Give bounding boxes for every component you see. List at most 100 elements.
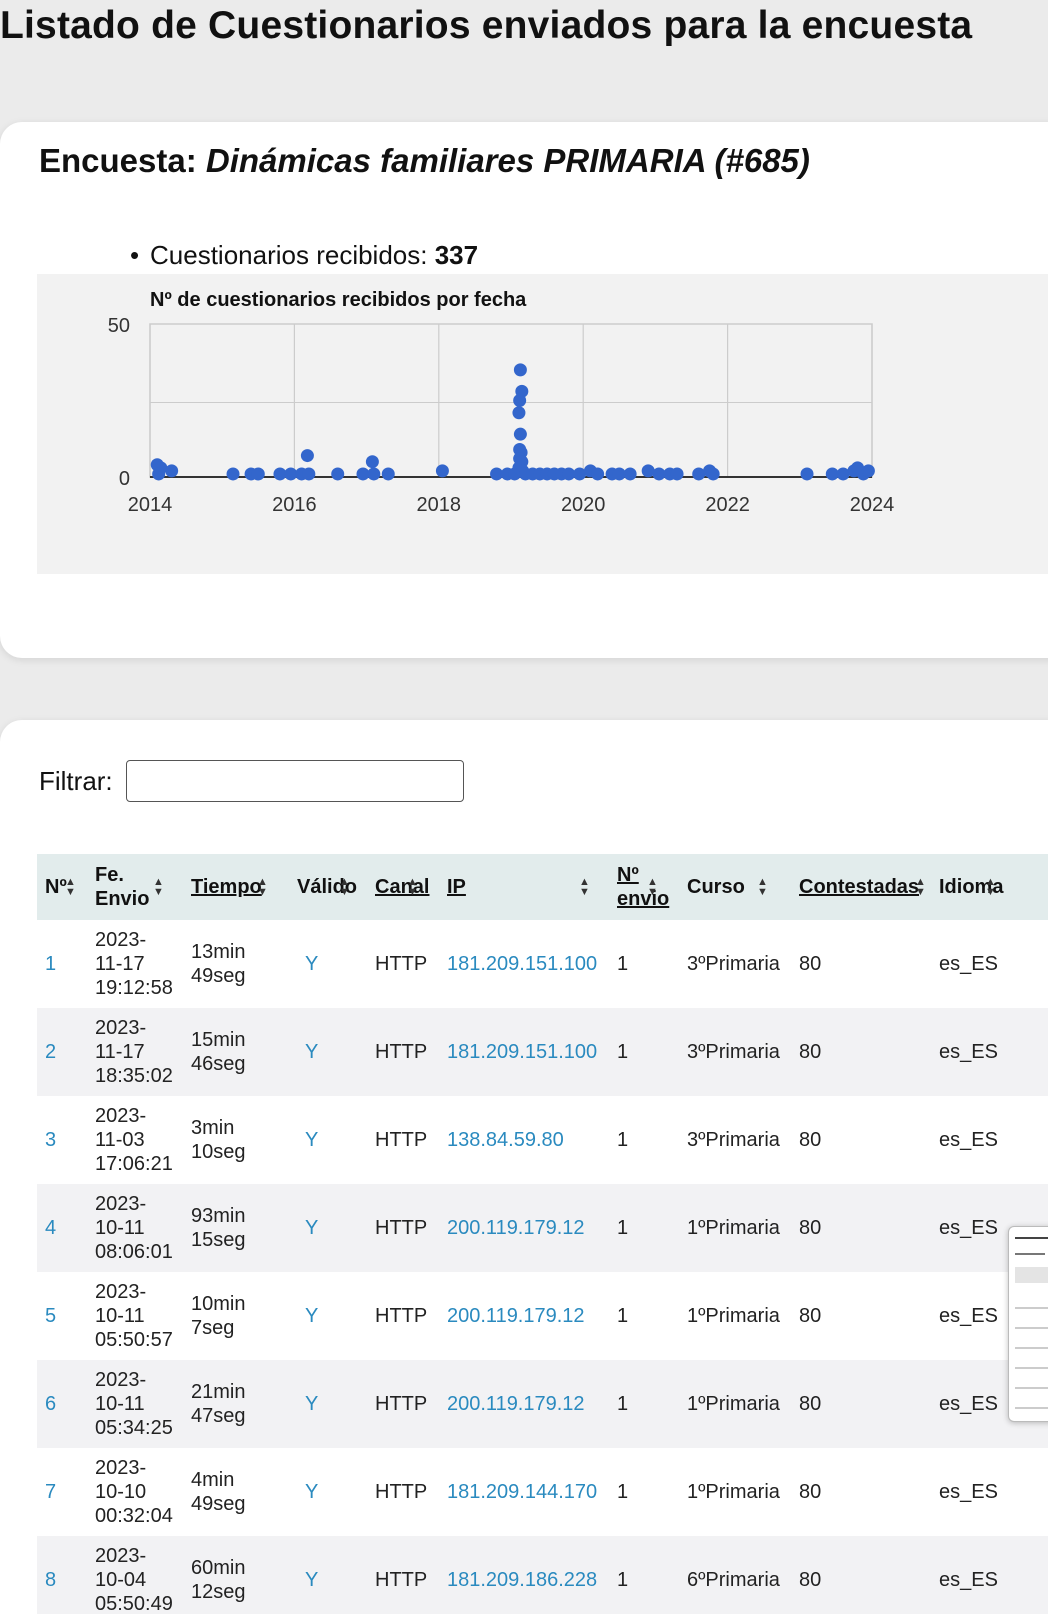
table-header-row: Nº ▲ ▼ Fe. Envio ▲ ▼ Tiempo ▲ ▼ Válido ▲ ▼ Canal ▲… [37, 854, 1048, 920]
cell-fecha-text: 11-03 [95, 1129, 145, 1151]
cell-tiempo-text: 15seg [191, 1229, 246, 1251]
cell-ip[interactable]: 200.119.179.12 [439, 1272, 609, 1360]
data-point [836, 467, 850, 481]
sort-icon[interactable]: ▲ ▼ [579, 876, 590, 898]
cell-num[interactable]: 1 [37, 920, 87, 1008]
cell-contestadas-text: 80 [799, 1217, 822, 1239]
cell-ip[interactable]: 138.84.59.80 [439, 1096, 609, 1184]
sort-icon[interactable]: ▲ ▼ [407, 876, 418, 898]
col-tiempo-label: Tiempo [191, 876, 262, 898]
table-row[interactable]: 5 2023- 10-11 05:50:57 10min 7seg Y HTTP 200.119… [37, 1272, 1048, 1360]
data-point [302, 467, 316, 481]
sort-icon[interactable]: ▲ ▼ [257, 876, 268, 898]
col-envio-header[interactable]: Nº envio ▲ ▼ [609, 854, 679, 920]
table-row[interactable]: 8 2023- 10-04 05:50:49 60min 12seg Y HTTP 181.20… [37, 1536, 1048, 1614]
cell-valido[interactable]: Y [289, 1448, 367, 1536]
cell-tiempo-text: 21min [191, 1381, 246, 1403]
cell-tiempo: 10min 7seg [183, 1272, 289, 1360]
cell-tiempo-text: 10min [191, 1293, 246, 1315]
col-fecha-header[interactable]: Fe. Envio ▲ ▼ [87, 854, 183, 920]
cell-contestadas-text: 80 [799, 953, 822, 975]
col-valido-header[interactable]: Válido ▲ ▼ [289, 854, 367, 920]
screenshot-thumbnail[interactable] [1008, 1226, 1048, 1422]
sort-icon[interactable]: ▲ ▼ [65, 876, 76, 898]
cell-valido[interactable]: Y [289, 1096, 367, 1184]
table-row[interactable]: 1 2023- 11-17 19:12:58 13min 49seg Y HTTP 181.20… [37, 920, 1048, 1008]
x-tick-label: 2016 [272, 494, 317, 516]
cell-fecha-text: 2023- [95, 1545, 147, 1567]
cell-canal: HTTP [367, 920, 439, 1008]
cell-valido-text: Y [305, 1129, 319, 1151]
col-num-header[interactable]: Nº ▲ ▼ [37, 854, 87, 920]
table-row[interactable]: 6 2023- 10-11 05:34:25 21min 47seg Y HTTP 200.11… [37, 1360, 1048, 1448]
data-point [800, 467, 814, 481]
table-row[interactable]: 2 2023- 11-17 18:35:02 15min 46seg Y HTTP 181.20… [37, 1008, 1048, 1096]
filter-input[interactable] [126, 760, 464, 802]
col-tiempo-header[interactable]: Tiempo ▲ ▼ [183, 854, 289, 920]
cell-valido[interactable]: Y [289, 1008, 367, 1096]
cell-contestadas: 80 [791, 1536, 931, 1614]
sort-icon[interactable]: ▲ ▼ [647, 876, 658, 898]
table-row[interactable]: 3 2023- 11-03 17:06:21 3min 10seg Y HTTP 138.84.… [37, 1096, 1048, 1184]
received-label: Cuestionarios recibidos: [150, 240, 435, 270]
cell-valido[interactable]: Y [289, 1360, 367, 1448]
cell-tiempo-text: 12seg [191, 1581, 246, 1603]
cell-ip[interactable]: 200.119.179.12 [439, 1184, 609, 1272]
col-envio-label-1: Nº [617, 864, 639, 886]
cell-fecha: 2023- 11-17 18:35:02 [87, 1008, 183, 1096]
sort-icon[interactable]: ▲ ▼ [985, 876, 996, 898]
cell-ip-text: 200.119.179.12 [447, 1393, 585, 1415]
col-curso-header[interactable]: Curso ▲ ▼ [679, 854, 791, 920]
cell-idioma-text: es_ES [939, 1305, 998, 1327]
cell-num[interactable]: 4 [37, 1184, 87, 1272]
col-canal-header[interactable]: Canal ▲ ▼ [367, 854, 439, 920]
cell-fecha-text: 11-17 [95, 1041, 145, 1063]
cell-ip[interactable]: 181.209.144.170 [439, 1448, 609, 1536]
bullet-icon: • [130, 240, 140, 270]
cell-canal-text: HTTP [375, 1305, 428, 1327]
cell-canal-text: HTTP [375, 1217, 428, 1239]
col-contestadas-header[interactable]: Contestadas ▲ ▼ [791, 854, 931, 920]
cell-ip[interactable]: 181.209.186.228 [439, 1536, 609, 1614]
cell-valido[interactable]: Y [289, 1536, 367, 1614]
cell-valido[interactable]: Y [289, 920, 367, 1008]
cell-num[interactable]: 8 [37, 1536, 87, 1614]
cell-num[interactable]: 3 [37, 1096, 87, 1184]
cell-num[interactable]: 7 [37, 1448, 87, 1536]
cell-envio-text: 1 [617, 1217, 629, 1239]
cell-curso-text: 1ºPrimaria [687, 1217, 780, 1239]
cell-canal: HTTP [367, 1536, 439, 1614]
cell-num-text: 8 [45, 1569, 57, 1591]
sort-icon[interactable]: ▲ ▼ [339, 876, 350, 898]
cell-tiempo: 93min 15seg [183, 1184, 289, 1272]
cell-idioma: es_ES [931, 1008, 1048, 1096]
cell-num[interactable]: 2 [37, 1008, 87, 1096]
table-row[interactable]: 7 2023- 10-10 00:32:04 4min 49seg Y HTTP 181.209… [37, 1448, 1048, 1536]
cell-fecha-text: 05:50:57 [95, 1329, 173, 1351]
sort-icon[interactable]: ▲ ▼ [915, 876, 926, 898]
cell-valido[interactable]: Y [289, 1184, 367, 1272]
table-row[interactable]: 4 2023- 10-11 08:06:01 93min 15seg Y HTTP 200.11… [37, 1184, 1048, 1272]
col-idioma-header[interactable]: Idioma ▲ ▼ [931, 854, 1048, 920]
data-point [365, 455, 379, 469]
cell-tiempo-text: 49seg [191, 965, 246, 987]
cell-num[interactable]: 5 [37, 1272, 87, 1360]
col-ip-header[interactable]: IP ▲ ▼ [439, 854, 609, 920]
cell-ip[interactable]: 200.119.179.12 [439, 1360, 609, 1448]
cell-num[interactable]: 6 [37, 1360, 87, 1448]
sort-icon[interactable]: ▲ ▼ [757, 876, 768, 898]
sort-icon[interactable]: ▲ ▼ [153, 876, 164, 898]
cell-contestadas-text: 80 [799, 1041, 822, 1063]
cell-fecha: 2023- 10-10 00:32:04 [87, 1448, 183, 1536]
cell-envio-text: 1 [617, 1569, 629, 1591]
col-fecha-label-1: Fe. [95, 864, 124, 886]
cell-envio: 1 [609, 1096, 679, 1184]
cell-canal-text: HTTP [375, 1129, 428, 1151]
cell-curso: 1ºPrimaria [679, 1184, 791, 1272]
cell-envio-text: 1 [617, 1129, 629, 1151]
cell-ip[interactable]: 181.209.151.100 [439, 920, 609, 1008]
cell-tiempo-text: 60min [191, 1557, 246, 1579]
cell-curso-text: 3ºPrimaria [687, 1129, 780, 1151]
cell-valido[interactable]: Y [289, 1272, 367, 1360]
cell-ip[interactable]: 181.209.151.100 [439, 1008, 609, 1096]
